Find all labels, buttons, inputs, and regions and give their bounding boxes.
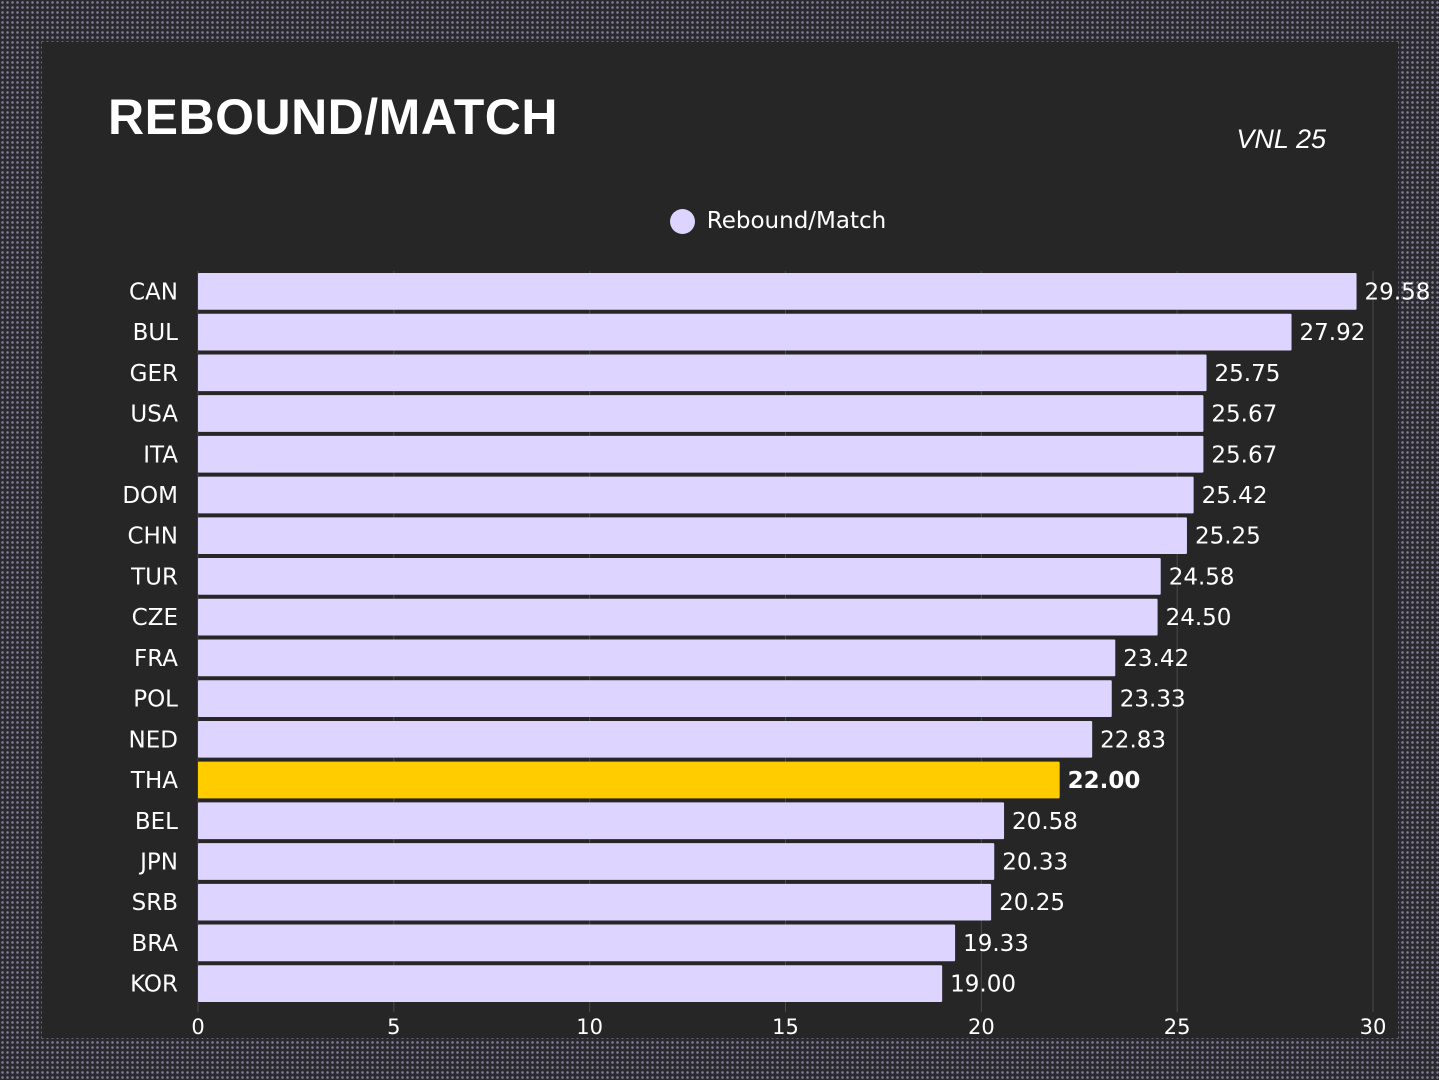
bars: [198, 273, 1357, 1002]
bar-ger: [198, 354, 1207, 392]
bar-pol: [198, 680, 1112, 717]
category-label: CHN: [127, 524, 178, 550]
category-label: JPN: [138, 849, 178, 875]
bar-tha: [198, 761, 1060, 799]
data-label: 25.67: [1211, 442, 1277, 468]
bar-can: [198, 273, 1357, 310]
data-label: 20.58: [1012, 809, 1078, 835]
data-label: 23.42: [1123, 646, 1189, 672]
data-label: 23.33: [1120, 687, 1186, 713]
data-label: 27.92: [1300, 320, 1366, 346]
bar-srb: [198, 883, 992, 921]
data-label: 24.58: [1169, 564, 1235, 590]
legend-label: Rebound/Match: [706, 208, 887, 234]
data-label: 22.83: [1100, 727, 1166, 753]
data-label: 25.42: [1202, 483, 1268, 509]
data-label: 22.00: [1068, 768, 1141, 794]
bar-chn: [198, 517, 1187, 555]
x-tick-label: 15: [772, 1015, 799, 1039]
data-label: 25.75: [1215, 361, 1281, 387]
x-tick-label: 20: [968, 1015, 995, 1039]
category-label: NED: [129, 727, 178, 753]
bar-bra: [198, 924, 956, 962]
bar-fra: [198, 639, 1116, 677]
chart-title: REBOUND/MATCH: [108, 89, 558, 145]
bar-usa: [198, 395, 1204, 432]
data-label: 20.33: [1002, 849, 1068, 875]
bar-kor: [198, 965, 943, 1002]
category-label: BUL: [133, 320, 179, 346]
category-label: GER: [130, 361, 178, 387]
category-label: DOM: [122, 483, 178, 509]
bar-cze: [198, 598, 1158, 636]
legend: Rebound/Match: [0, 208, 1439, 234]
category-label: CAN: [129, 279, 178, 305]
category-label: POL: [133, 687, 178, 713]
category-label: CZE: [132, 605, 178, 631]
category-label: THA: [130, 768, 178, 794]
data-label: 25.25: [1195, 524, 1261, 550]
category-label: TUR: [130, 564, 178, 590]
bar-jpn: [198, 843, 995, 880]
x-tick-label: 25: [1164, 1015, 1191, 1039]
data-label: 20.25: [999, 890, 1065, 916]
data-label: 29.58: [1365, 279, 1431, 305]
category-label: KOR: [130, 972, 178, 998]
category-label: BRA: [131, 931, 178, 957]
data-label: 19.00: [950, 972, 1016, 998]
bar-bel: [198, 802, 1005, 840]
data-label: 25.67: [1211, 402, 1277, 428]
category-label: ITA: [143, 442, 178, 468]
chart-subtitle: VNL 25: [1236, 124, 1326, 154]
category-label: BEL: [135, 809, 178, 835]
legend-swatch: [669, 208, 695, 234]
x-tick-label: 10: [576, 1015, 603, 1039]
bar-dom: [198, 476, 1194, 514]
category-label: SRB: [132, 890, 178, 916]
x-tick-label: 5: [387, 1015, 400, 1039]
category-label: USA: [130, 402, 178, 428]
x-tick-label: 30: [1360, 1015, 1387, 1039]
category-label: FRA: [134, 646, 178, 672]
labels: 0 5 10 15 20 25 30 CAN 29.58 BUL 27.92 GER 25.75 USA 2…: [122, 279, 1430, 1039]
bar-tur: [198, 558, 1161, 595]
data-label: 24.50: [1166, 605, 1232, 631]
bar-bul: [198, 313, 1292, 351]
data-label: 19.33: [963, 931, 1029, 957]
bar-ita: [198, 435, 1204, 473]
x-tick-label: 0: [191, 1015, 204, 1039]
bar-ned: [198, 720, 1093, 758]
